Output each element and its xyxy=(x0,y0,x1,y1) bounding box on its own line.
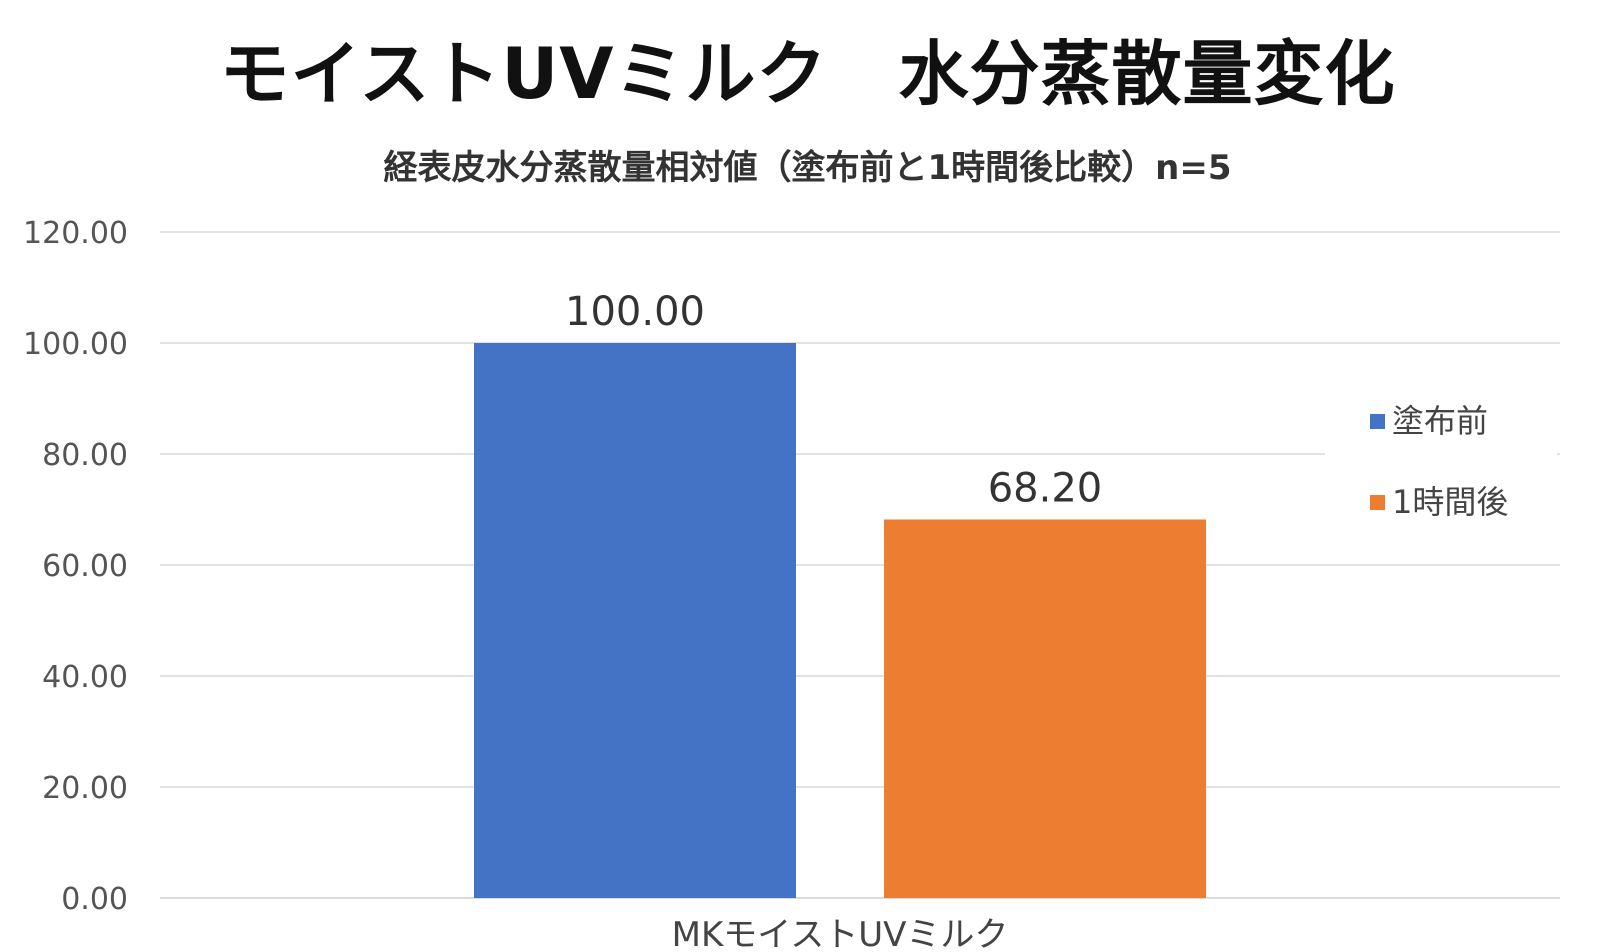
y-tick-label: 60.00 xyxy=(42,549,128,584)
y-tick-label: 40.00 xyxy=(42,660,128,695)
gridlines xyxy=(160,231,1560,899)
bar-after xyxy=(884,519,1206,898)
data-labels: 100.00 68.20 xyxy=(565,289,1102,511)
bar-before xyxy=(474,343,796,898)
legend-box xyxy=(1325,400,1557,520)
legend-label: 塗布前 xyxy=(1392,402,1488,440)
x-category-label: MKモイストUVミルク xyxy=(672,915,1009,952)
chart-subtitle: 経表皮水分蒸散量相対値（塗布前と1時間後比較）n=5 xyxy=(383,148,1232,188)
legend: 塗布前 1時間後 xyxy=(1325,400,1557,521)
y-tick-label: 80.00 xyxy=(42,438,128,473)
chart-title: モイストUVミルク 水分蒸散量変化 xyxy=(219,33,1396,115)
y-tick-label: 100.00 xyxy=(23,327,128,362)
y-tick-label: 0.00 xyxy=(61,882,128,917)
legend-swatch xyxy=(1370,495,1385,510)
y-tick-label: 120.00 xyxy=(23,216,128,251)
y-tick-label: 20.00 xyxy=(42,771,128,806)
bars xyxy=(474,343,1206,898)
legend-label: 1時間後 xyxy=(1392,483,1508,521)
legend-swatch xyxy=(1370,414,1385,429)
data-label: 68.20 xyxy=(988,465,1103,511)
data-label: 100.00 xyxy=(565,289,705,335)
y-axis: 0.00 20.00 40.00 60.00 80.00 100.00 120.00 xyxy=(23,216,128,917)
x-axis: MKモイストUVミルク xyxy=(672,915,1009,952)
